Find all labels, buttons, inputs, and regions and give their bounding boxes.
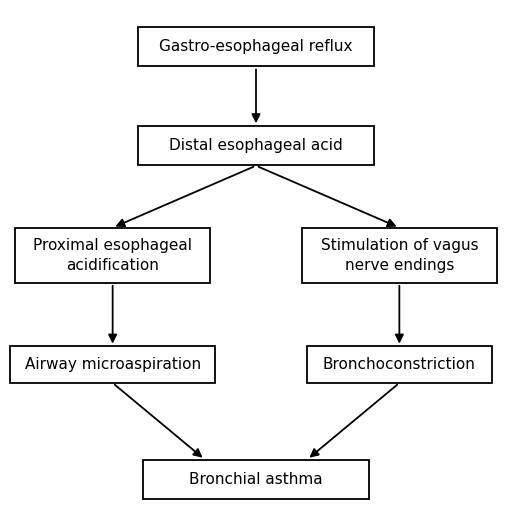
Text: Bronchoconstriction: Bronchoconstriction xyxy=(323,357,476,372)
FancyBboxPatch shape xyxy=(15,228,210,282)
FancyBboxPatch shape xyxy=(10,346,215,383)
FancyBboxPatch shape xyxy=(138,28,374,66)
Text: Airway microaspiration: Airway microaspiration xyxy=(25,357,201,372)
FancyBboxPatch shape xyxy=(138,127,374,166)
Text: Bronchial asthma: Bronchial asthma xyxy=(189,472,323,487)
Text: Gastro-esophageal reflux: Gastro-esophageal reflux xyxy=(159,40,353,54)
Text: Proximal esophageal
acidification: Proximal esophageal acidification xyxy=(33,238,192,272)
Text: Distal esophageal acid: Distal esophageal acid xyxy=(169,139,343,153)
FancyBboxPatch shape xyxy=(143,460,369,499)
FancyBboxPatch shape xyxy=(307,346,492,383)
Text: Stimulation of vagus
nerve endings: Stimulation of vagus nerve endings xyxy=(321,238,478,272)
FancyBboxPatch shape xyxy=(302,228,497,282)
